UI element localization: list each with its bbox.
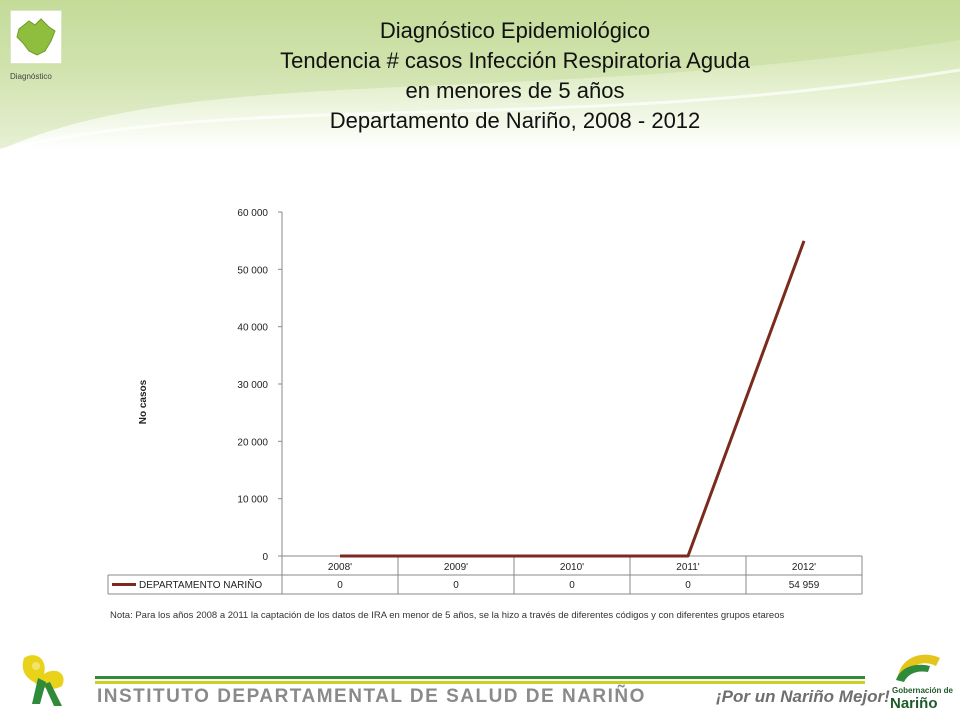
x-category-label: 2011' bbox=[676, 562, 700, 573]
x-category-label: 2010' bbox=[560, 562, 584, 573]
footer-green-rule bbox=[95, 676, 865, 679]
x-category-label: 2008' bbox=[328, 562, 352, 573]
data-table-cell: 0 bbox=[453, 580, 459, 591]
x-category-label: 2009' bbox=[444, 562, 468, 573]
logo-caption: Diagnóstico bbox=[10, 72, 52, 81]
y-tick-label: 0 bbox=[262, 552, 268, 563]
department-map-logo bbox=[10, 10, 62, 64]
footer-slogan: ¡Por un Nariño Mejor! bbox=[716, 687, 890, 706]
x-category-label: 2012' bbox=[792, 562, 816, 573]
header-waves bbox=[0, 0, 960, 150]
data-table-cell: 0 bbox=[685, 580, 691, 591]
title-line-2: Tendencia # casos Infección Respiratoria… bbox=[280, 48, 750, 73]
y-tick-label: 30 000 bbox=[237, 380, 268, 391]
footer-yellow-rule bbox=[95, 681, 865, 684]
title-line-1: Diagnóstico Epidemiológico bbox=[379, 18, 651, 43]
y-tick-label: 20 000 bbox=[237, 437, 268, 448]
y-tick-label: 60 000 bbox=[237, 208, 268, 219]
gobernacion-logo: Gobernación de Nariño bbox=[884, 646, 954, 716]
gobernacion-name: Nariño bbox=[890, 695, 938, 712]
institute-emblem bbox=[14, 648, 80, 713]
y-tick-label: 50 000 bbox=[237, 265, 268, 276]
data-table-cell: 54 959 bbox=[789, 580, 820, 591]
y-axis-title: No casos bbox=[138, 379, 149, 424]
y-tick-label: 10 000 bbox=[237, 495, 268, 506]
title-line-4: Departamento de Nariño, 2008 - 2012 bbox=[329, 108, 701, 133]
footer-institute-name: INSTITUTO DEPARTAMENTAL DE SALUD DE NARI… bbox=[97, 686, 646, 707]
series-line bbox=[340, 240, 806, 558]
data-table-cell: 0 bbox=[569, 580, 575, 591]
page-title: Diagnóstico Epidemiológico Tendencia # c… bbox=[130, 16, 900, 136]
legend-series-name: DEPARTAMENTO NARIÑO bbox=[139, 578, 262, 591]
title-line-3: en menores de 5 años bbox=[405, 78, 625, 103]
header-band bbox=[0, 0, 960, 150]
chart-note: Nota: Para los años 2008 a 2011 la capta… bbox=[110, 610, 785, 621]
y-tick-label: 40 000 bbox=[237, 323, 268, 334]
data-table-cell: 0 bbox=[337, 580, 343, 591]
gobernacion-label: Gobernación de bbox=[892, 686, 953, 695]
